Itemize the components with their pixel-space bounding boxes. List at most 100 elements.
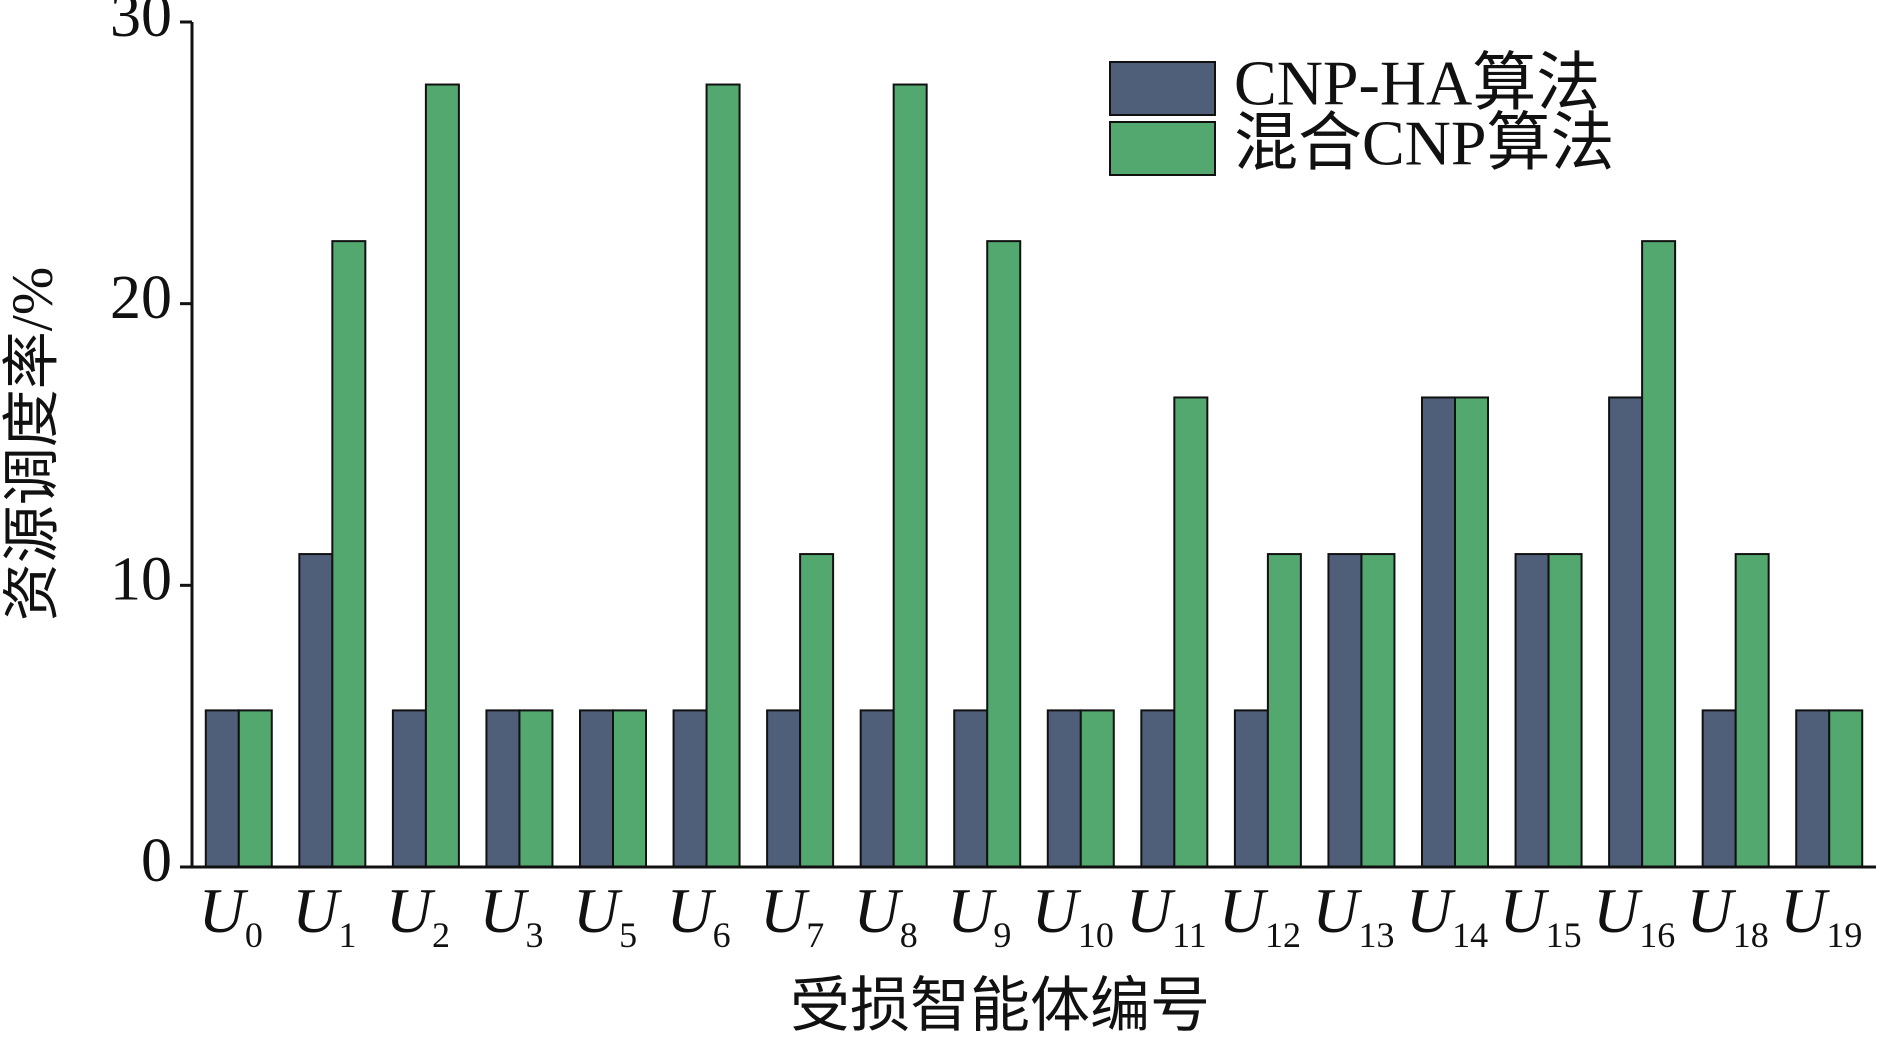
bar xyxy=(953,709,989,868)
bar xyxy=(331,240,367,869)
x-tick-subscript: 15 xyxy=(1546,915,1582,955)
x-tick-subscript: 14 xyxy=(1452,915,1488,955)
bar xyxy=(705,83,741,868)
x-tick-subscript: 3 xyxy=(526,915,544,955)
x-tick-subscript: 8 xyxy=(900,915,918,955)
x-tick-letter: U xyxy=(292,875,342,946)
x-tick-letter: U xyxy=(666,875,716,946)
x-tick-letter: U xyxy=(573,875,623,946)
x-tick-letter: U xyxy=(947,875,997,946)
bar xyxy=(1701,709,1737,868)
x-tick-label: U12 xyxy=(1219,875,1301,956)
x-tick-label: U1 xyxy=(292,875,356,956)
bar xyxy=(1079,709,1115,868)
x-tick-subscript: 6 xyxy=(713,915,731,955)
x-tick-label: U15 xyxy=(1499,875,1581,956)
bar xyxy=(1140,709,1176,868)
x-tick-letter: U xyxy=(1593,875,1643,946)
x-tick-label: U13 xyxy=(1312,875,1394,956)
legend-swatch xyxy=(1109,61,1216,116)
bar xyxy=(1173,396,1209,868)
y-tick-label: 10 xyxy=(110,546,172,614)
x-tick-letter: U xyxy=(1406,875,1456,946)
x-tick-letter: U xyxy=(386,875,436,946)
x-tick-subscript: 5 xyxy=(619,915,637,955)
x-tick-label: U10 xyxy=(1032,875,1114,956)
x-tick-label: U8 xyxy=(854,875,918,956)
x-tick-label: U19 xyxy=(1780,875,1862,956)
x-tick-subscript: 12 xyxy=(1265,915,1301,955)
bar xyxy=(672,709,708,868)
x-tick-label: U5 xyxy=(573,875,637,956)
bar xyxy=(799,553,835,869)
x-tick-subscript: 19 xyxy=(1826,915,1862,955)
x-tick-subscript: 10 xyxy=(1078,915,1114,955)
x-axis-title: 受损智能体编号 xyxy=(790,973,1210,1039)
x-tick-subscript: 1 xyxy=(338,915,356,955)
x-tick-subscript: 7 xyxy=(806,915,824,955)
x-tick-subscript: 0 xyxy=(245,915,263,955)
bar xyxy=(1547,553,1583,869)
x-tick-letter: U xyxy=(1032,875,1082,946)
x-tick-letter: U xyxy=(1312,875,1362,946)
bar xyxy=(579,709,614,868)
bar xyxy=(1360,553,1396,869)
x-tick-label: U6 xyxy=(666,875,730,956)
x-tick-subscript: 18 xyxy=(1733,915,1769,955)
x-tick-subscript: 16 xyxy=(1639,915,1675,955)
x-tick-letter: U xyxy=(1780,875,1830,946)
y-tick-label: 30 xyxy=(110,0,172,50)
bar xyxy=(298,553,334,869)
x-tick-subscript: 11 xyxy=(1172,915,1207,955)
bar xyxy=(612,709,647,868)
bar xyxy=(986,240,1022,869)
bar xyxy=(424,83,460,868)
legend-label: 混合CNP算法 xyxy=(1234,108,1615,179)
bar xyxy=(1641,240,1677,869)
x-tick-subscript: 9 xyxy=(993,915,1011,955)
legend-swatch xyxy=(1109,121,1216,176)
x-tick-letter: U xyxy=(199,875,249,946)
bar xyxy=(1828,709,1864,868)
x-tick-letter: U xyxy=(1499,875,1549,946)
bar xyxy=(237,709,273,868)
x-tick-letter: U xyxy=(760,875,810,946)
x-tick-letter: U xyxy=(1687,875,1737,946)
bar xyxy=(1734,553,1770,869)
bar xyxy=(1233,709,1269,868)
y-tick-label: 20 xyxy=(110,264,172,332)
x-tick-label: U0 xyxy=(199,875,263,956)
x-tick-letter: U xyxy=(854,875,904,946)
bar xyxy=(485,709,521,868)
x-tick-label: U7 xyxy=(760,875,824,956)
x-tick-subscript: 2 xyxy=(432,915,450,955)
x-tick-letter: U xyxy=(1126,875,1176,946)
bar xyxy=(766,709,802,868)
x-tick-label: U11 xyxy=(1126,875,1207,956)
x-tick-label: U3 xyxy=(479,875,543,956)
bar xyxy=(1608,396,1644,868)
bar xyxy=(1266,553,1302,869)
bar xyxy=(1795,709,1831,868)
x-tick-letter: U xyxy=(479,875,529,946)
bar xyxy=(1421,396,1456,868)
bar xyxy=(204,709,240,868)
x-tick-label: U14 xyxy=(1406,875,1488,956)
y-tick-label: 0 xyxy=(141,827,172,895)
bar xyxy=(391,709,427,868)
x-tick-label: U18 xyxy=(1687,875,1769,956)
x-tick-label: U16 xyxy=(1593,875,1675,956)
bar xyxy=(1514,553,1550,869)
y-axis-title: 资源调度率/% xyxy=(0,267,64,621)
x-tick-label: U2 xyxy=(386,875,450,956)
x-tick-label: U9 xyxy=(947,875,1011,956)
bar xyxy=(1327,553,1363,869)
x-tick-subscript: 13 xyxy=(1359,915,1395,955)
bar xyxy=(518,709,554,868)
bar xyxy=(1046,709,1082,868)
legend-label: CNP-HA算法 xyxy=(1234,48,1600,119)
bar xyxy=(1454,396,1489,868)
x-tick-letter: U xyxy=(1219,875,1269,946)
bar xyxy=(859,709,895,868)
